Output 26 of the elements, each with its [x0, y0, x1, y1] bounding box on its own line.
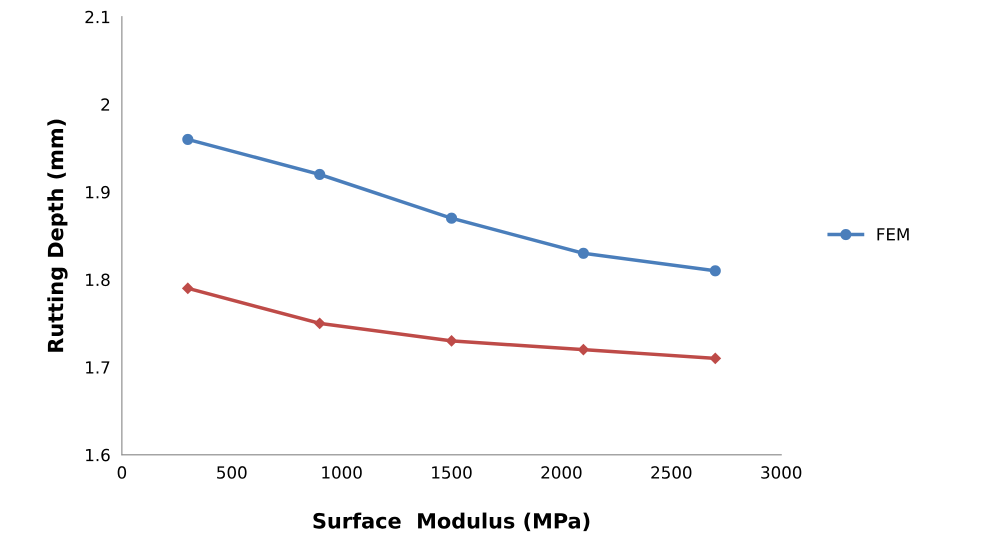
y-tick-label: 2: [101, 98, 110, 111]
x-axis-title: Surface Modulus (MPa): [313, 512, 590, 532]
point: [314, 168, 326, 180]
x-tick-label: 1500: [432, 466, 472, 479]
legend-label: FEM: [877, 228, 909, 240]
point: [710, 265, 721, 276]
point: [182, 134, 194, 145]
point: [446, 212, 458, 224]
y-tick-label: 1.7: [86, 361, 110, 374]
x-tick-label: 2500: [651, 466, 692, 479]
x-tick-label: 500: [217, 466, 247, 479]
y-tick-label: 2.1: [85, 10, 110, 24]
y-tick-label: 1.8: [86, 274, 110, 286]
y-axis-title: Rutting Depth (mm): [47, 120, 68, 352]
point: [182, 282, 194, 294]
point: [314, 318, 326, 329]
point: [710, 352, 721, 364]
point: [446, 335, 458, 346]
y-tick-label: 1.9: [86, 186, 110, 199]
y-tick-label: 1.6: [86, 448, 110, 462]
point: [578, 248, 589, 259]
x-tick-label: 2000: [541, 466, 582, 479]
x-tick-label: 0: [118, 466, 126, 479]
x-tick-label: 1000: [322, 466, 362, 479]
x-tick-label: 3000: [761, 466, 802, 479]
point: [578, 344, 590, 356]
